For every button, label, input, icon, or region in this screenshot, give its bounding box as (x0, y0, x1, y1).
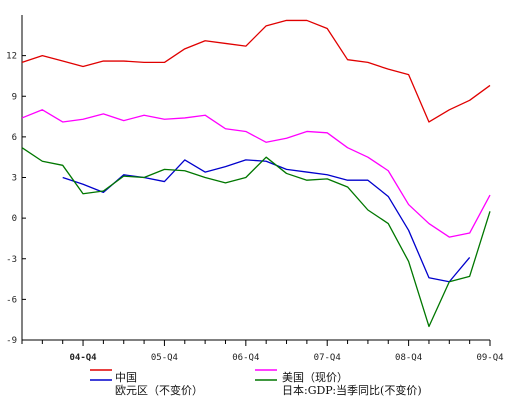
y-tick-label: 6 (12, 133, 17, 143)
legend-label-1: 中国 (115, 371, 137, 384)
y-tick-label: 12 (6, 52, 17, 62)
series-line-3 (62, 159, 471, 283)
x-tick-label: 04-Q4 (69, 353, 97, 363)
x-tick-label: 09-Q4 (476, 353, 503, 363)
y-tick-label: -6 (6, 295, 17, 305)
series-line-1 (21, 19, 491, 123)
y-tick-label: 9 (12, 92, 17, 102)
x-tick-label: 06-Q4 (232, 353, 259, 363)
y-tick-label: 0 (12, 214, 17, 224)
plot-area: -9 -6 -3 0 3 6 9 12 04-Q4 05-Q4 06-Q4 07-Q4 08-Q4 09… (6, 15, 504, 363)
legend-label-4: 日本:GDP:当季同比(不变价) (282, 383, 422, 397)
y-tick-label: 3 (12, 174, 17, 184)
series-lines (21, 19, 491, 328)
x-tick-label: 05-Q4 (151, 353, 178, 363)
y-tick-label: -3 (6, 255, 17, 265)
x-ticks: 04-Q4 05-Q4 06-Q4 07-Q4 08-Q4 09-Q4 (21, 340, 504, 363)
legend-label-3: 欧元区（不变价） (115, 383, 203, 397)
y-tick-label: -9 (6, 336, 17, 346)
legend-label-2: 美国（现价） (282, 371, 348, 384)
y-ticks: -9 -6 -3 0 3 6 9 12 (6, 52, 26, 346)
x-tick-label: 07-Q4 (314, 353, 341, 363)
series-line-4 (21, 147, 491, 328)
x-tick-label: 08-Q4 (395, 353, 422, 363)
legend: 中国 美国（现价） 欧元区（不变价） 日本:GDP:当季同比(不变价) (90, 369, 422, 397)
series-line-2 (21, 109, 491, 238)
